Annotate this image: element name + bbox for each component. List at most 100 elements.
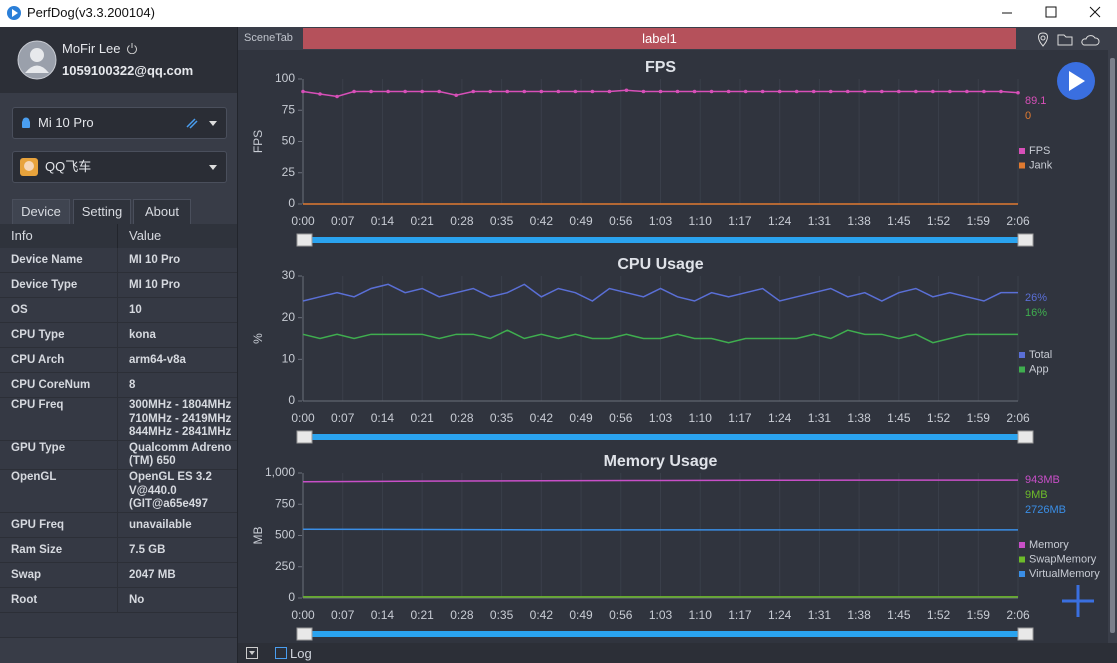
x-tick-label: 2:06	[1006, 214, 1030, 228]
legend-swatch	[1019, 542, 1025, 548]
x-tick-label: 1:24	[768, 214, 792, 228]
info-value: 10	[129, 304, 142, 316]
data-point	[931, 89, 935, 94]
range-slider[interactable]	[303, 237, 1028, 243]
tab[interactable]: About	[133, 199, 191, 224]
slider-handle[interactable]	[296, 430, 313, 444]
data-point	[794, 89, 799, 94]
x-tick-label: 0:28	[450, 608, 474, 622]
info-value: kona	[129, 329, 156, 341]
table-row: GPU Type Qualcomm Adreno (TM) 650	[0, 440, 237, 470]
x-tick-label: 0:42	[530, 608, 554, 622]
table-row: OS 10	[0, 298, 237, 323]
info-key: Ram Size	[11, 543, 63, 556]
current-value: 943MB	[1025, 474, 1060, 486]
y-tick-label: 1,000	[265, 465, 295, 479]
info-value: Qualcomm Adreno (TM) 650	[129, 441, 232, 468]
series-line	[302, 528, 1018, 531]
x-tick-label: 0:49	[569, 608, 593, 622]
slider-handle[interactable]	[1017, 430, 1034, 444]
x-tick-label: 0:21	[410, 411, 434, 425]
info-value: MI 10 Pro	[129, 279, 181, 291]
data-point	[335, 94, 339, 99]
data-point	[318, 92, 322, 96]
y-axis-label: FPS	[251, 130, 265, 153]
data-point	[777, 89, 782, 94]
legend-label: FPS	[1029, 145, 1050, 157]
add-button[interactable]	[1062, 585, 1094, 617]
legend-label: Total	[1029, 349, 1052, 361]
info-key: CPU Freq	[11, 399, 64, 411]
slider-handle[interactable]	[1017, 627, 1034, 641]
slider-handle[interactable]	[1017, 233, 1034, 247]
scene-label[interactable]: label1	[303, 28, 1016, 49]
legend-label: Memory	[1029, 539, 1069, 551]
x-tick-label: 0:14	[371, 608, 395, 622]
info-key: Device Name	[11, 254, 83, 266]
current-value: 0	[1025, 110, 1031, 122]
table-row: GPU Freq unavailable	[0, 512, 237, 538]
x-tick-label: 1:45	[887, 608, 911, 622]
x-tick-label: 1:38	[847, 411, 871, 425]
window-controls[interactable]	[990, 0, 1117, 27]
info-value: 7.5 GB	[129, 543, 166, 556]
table-row: CPU Arch arm64-v8a	[0, 348, 237, 373]
data-point	[811, 89, 816, 94]
y-tick-label: 0	[288, 196, 295, 210]
scroll-thumb[interactable]	[1110, 58, 1115, 633]
play-button[interactable]	[1057, 62, 1095, 100]
tab[interactable]: Setting	[73, 199, 131, 224]
scrollbar[interactable]	[1108, 50, 1117, 643]
x-tick-label: 0:28	[450, 411, 474, 425]
table-row: CPU CoreNum 8	[0, 373, 237, 398]
y-tick-label: 75	[282, 102, 296, 116]
slider-handle[interactable]	[296, 233, 313, 247]
info-value: 300MHz - 1804MHz 710MHz - 2419MHz 844MHz…	[129, 399, 232, 438]
data-point	[658, 89, 663, 94]
y-tick-label: 0	[288, 590, 295, 604]
x-tick-label: 1:10	[689, 214, 713, 228]
info-value: OpenGL ES 3.2 V@440.0 (GIT@a65e497	[129, 471, 212, 510]
log-checkbox[interactable]	[275, 647, 287, 659]
x-tick-label: 1:24	[768, 411, 792, 425]
tab[interactable]: Device	[12, 199, 70, 224]
device-select[interactable]: Mi 10 Pro	[12, 107, 227, 139]
toolbar-icons[interactable]	[1034, 30, 1114, 48]
series-line	[302, 329, 1018, 344]
info-key: Device Type	[11, 279, 78, 291]
info-value: unavailable	[129, 518, 192, 531]
data-point	[897, 89, 901, 94]
collapse-button[interactable]	[246, 647, 258, 659]
dropdown-arrow	[209, 165, 217, 170]
range-slider[interactable]	[303, 434, 1028, 440]
x-tick-label: 2:06	[1006, 608, 1030, 622]
range-slider[interactable]	[303, 631, 1028, 637]
x-tick-label: 1:03	[649, 411, 673, 425]
info-value: 8	[129, 379, 136, 391]
column-divider	[117, 273, 118, 297]
x-tick-label: 1:31	[808, 608, 832, 622]
table-row: Swap 2047 MB	[0, 562, 237, 588]
scene-tab[interactable]: SceneTab	[244, 32, 293, 44]
x-tick-label: 1:10	[689, 608, 713, 622]
avatar[interactable]	[17, 40, 57, 80]
power-icon[interactable]	[126, 42, 138, 54]
legend-label: App	[1029, 363, 1049, 375]
legend-swatch	[1019, 352, 1025, 358]
data-point	[386, 89, 390, 94]
column-divider	[117, 348, 118, 372]
legend-swatch	[1019, 148, 1025, 154]
y-tick-label: 0	[288, 393, 295, 407]
data-point	[488, 89, 493, 94]
column-divider	[117, 323, 118, 347]
table-row: CPU Type kona	[0, 323, 237, 348]
data-point	[590, 89, 595, 94]
slider-handle[interactable]	[296, 627, 313, 641]
x-tick-label: 1:52	[927, 608, 951, 622]
x-tick-label: 0:56	[609, 214, 633, 228]
legend-swatch	[1019, 556, 1025, 563]
x-tick-label: 0:35	[490, 214, 514, 228]
app-select[interactable]: QQ飞车	[12, 151, 227, 183]
x-tick-label: 0:28	[450, 214, 474, 228]
legend-swatch	[1019, 162, 1025, 169]
